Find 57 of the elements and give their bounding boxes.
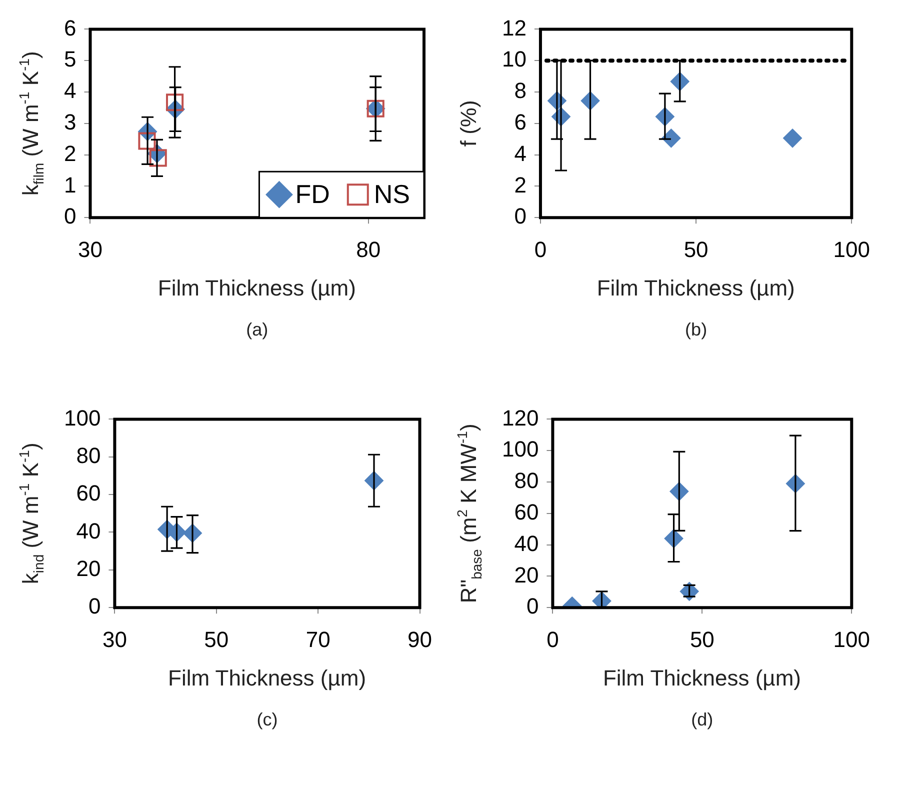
point: [783, 128, 802, 148]
point: [680, 582, 699, 601]
x-axis-title: Film Thickness (µm): [602, 666, 802, 691]
y-tick-label: 1: [64, 172, 76, 198]
text: (c): [256, 710, 278, 730]
y-tick-label: 120: [502, 405, 539, 430]
y-tick-label: 2: [514, 172, 526, 198]
x-tick-label: 90: [408, 626, 432, 652]
y-tick-label: 4: [514, 140, 526, 166]
x-tick-label: 50: [690, 626, 714, 652]
y-tick-label: 3: [64, 109, 76, 134]
legend-label: FD: [295, 178, 330, 209]
x-axis-title: Film Thickness (µm): [168, 666, 366, 691]
y-tick-label: 60: [76, 480, 101, 506]
point: [138, 132, 156, 150]
y-tick-label: 80: [514, 468, 539, 494]
text: (b): [685, 320, 708, 340]
text: (a): [246, 320, 268, 340]
y-tick-label: 80: [76, 442, 101, 468]
y-tick-label: 0: [526, 594, 539, 619]
y-tick-label: 6: [514, 109, 526, 134]
x-tick-label: 70: [306, 626, 330, 652]
x-axis-title: Film Thickness (µm): [596, 276, 795, 301]
y-tick-label: 6: [64, 15, 76, 40]
y-axis-title: R"base (m2 K MW-1): [454, 424, 484, 604]
x-tick-label: 30: [78, 236, 102, 262]
x-tick-label: 50: [204, 626, 229, 652]
x-tick-label: 100: [833, 236, 870, 262]
y-tick-label: 20: [76, 556, 101, 581]
x-tick-label: 100: [833, 626, 870, 652]
point: [166, 94, 184, 112]
y-tick-label: 8: [514, 78, 526, 104]
y-tick-label: 10: [502, 46, 526, 72]
y-tick-label: 0: [514, 204, 526, 229]
text: (d): [691, 710, 714, 730]
y-tick-label: 5: [64, 46, 76, 72]
y-tick-label: 0: [64, 204, 76, 229]
x-tick-label: 50: [684, 236, 708, 262]
x-tick-label: 0: [546, 626, 559, 652]
y-axis-title: f (%): [456, 100, 481, 147]
y-axis-title: kind (W m-1 K-1): [16, 442, 46, 584]
x-tick-label: 30: [102, 626, 127, 652]
y-tick-label: 40: [76, 518, 101, 544]
y-tick-label: 4: [64, 78, 76, 104]
y-tick-label: 0: [88, 594, 101, 619]
x-tick-label: 80: [356, 236, 381, 262]
y-tick-label: 100: [64, 405, 101, 430]
y-tick-label: 60: [514, 499, 539, 524]
y-tick-label: 40: [514, 530, 539, 556]
legend-label: NS: [374, 178, 410, 209]
y-tick-label: 12: [502, 15, 526, 40]
point: [149, 149, 167, 167]
x-axis-title: Film Thickness (µm): [158, 276, 356, 301]
y-axis-title: kfilm (W m-1 K-1): [16, 51, 46, 196]
y-tick-label: 100: [502, 436, 539, 462]
y-tick-label: 20: [514, 562, 539, 588]
y-tick-label: 2: [64, 140, 76, 166]
